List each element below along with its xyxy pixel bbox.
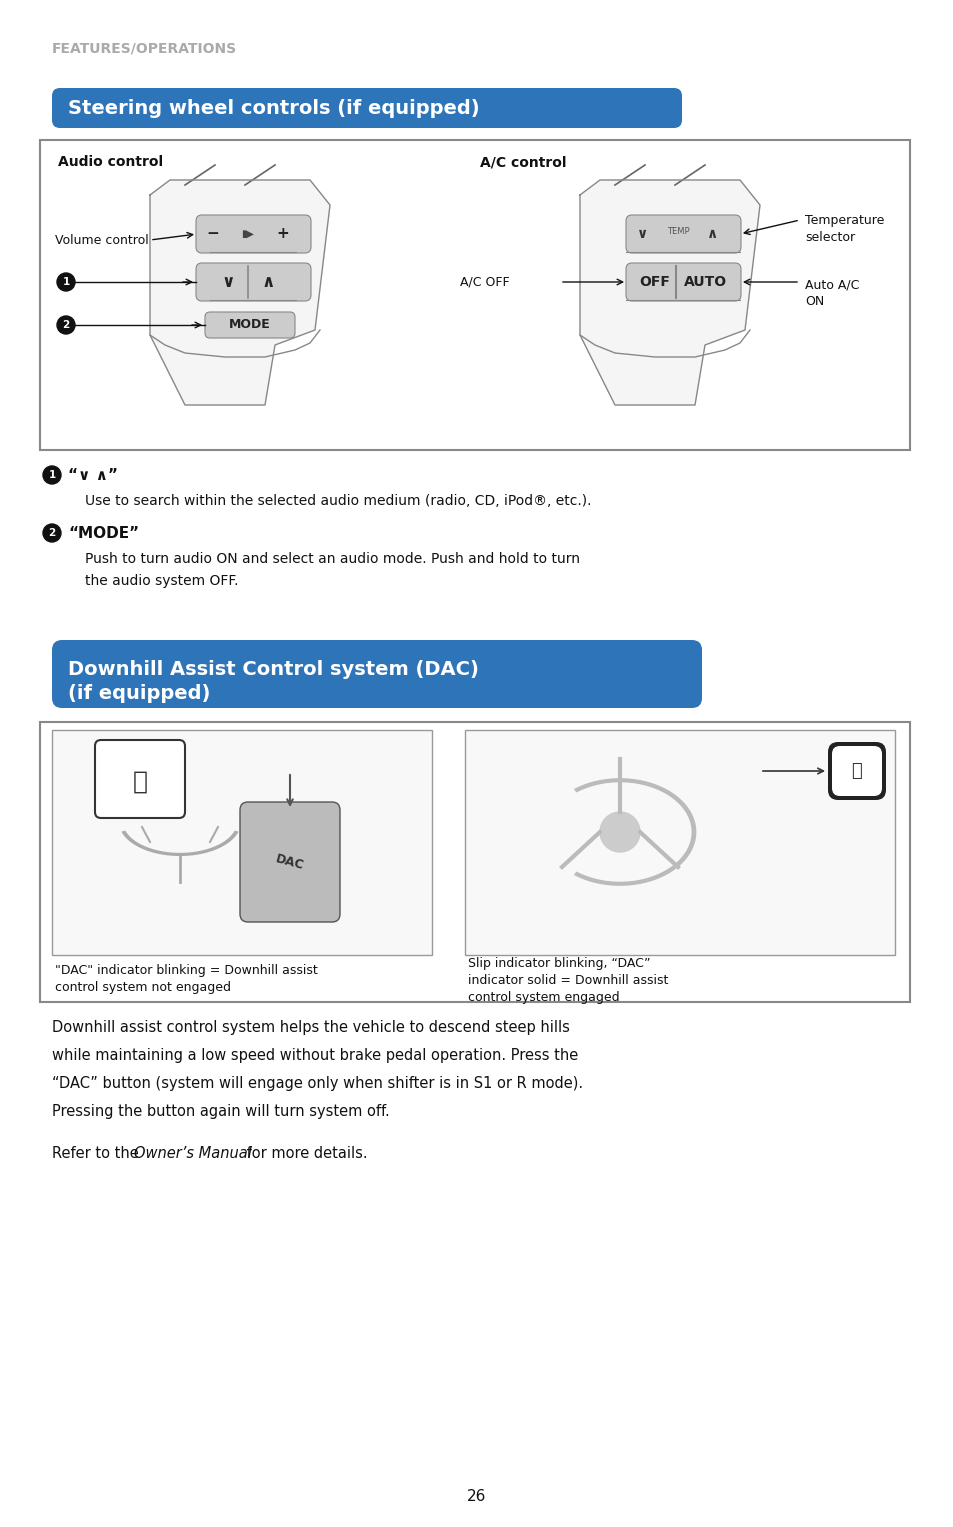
- FancyBboxPatch shape: [195, 263, 311, 301]
- Bar: [464, 730, 894, 954]
- FancyBboxPatch shape: [827, 742, 885, 800]
- FancyBboxPatch shape: [52, 640, 701, 709]
- Text: Refer to the: Refer to the: [52, 1145, 143, 1161]
- Text: 🚗: 🚗: [851, 762, 862, 780]
- Text: MODE: MODE: [229, 319, 271, 331]
- Text: ∧: ∧: [261, 273, 274, 292]
- Text: Owner’s Manual: Owner’s Manual: [133, 1145, 252, 1161]
- FancyBboxPatch shape: [625, 263, 740, 301]
- Text: "DAC" indicator blinking = Downhill assist
control system not engaged: "DAC" indicator blinking = Downhill assi…: [55, 964, 317, 994]
- Text: ∨: ∨: [637, 228, 648, 241]
- Circle shape: [57, 273, 75, 292]
- FancyBboxPatch shape: [625, 215, 740, 253]
- Text: −: −: [207, 226, 219, 241]
- Text: while maintaining a low speed without brake pedal operation. Press the: while maintaining a low speed without br…: [52, 1048, 578, 1063]
- Text: TEMP: TEMP: [666, 226, 689, 235]
- Text: Volume control: Volume control: [55, 234, 149, 246]
- Bar: [52, 730, 432, 954]
- FancyBboxPatch shape: [831, 747, 882, 796]
- Bar: [40, 722, 909, 1002]
- Polygon shape: [150, 180, 330, 405]
- Text: “∨ ∧”: “∨ ∧”: [68, 467, 118, 483]
- Text: 2: 2: [49, 528, 55, 538]
- Text: FEATURES/OPERATIONS: FEATURES/OPERATIONS: [52, 43, 237, 56]
- Text: “DAC” button (system will engage only when shifter is in S1 or R mode).: “DAC” button (system will engage only wh…: [52, 1077, 582, 1090]
- Text: Downhill assist control system helps the vehicle to descend steep hills: Downhill assist control system helps the…: [52, 1020, 569, 1035]
- Text: A/C control: A/C control: [479, 156, 566, 169]
- Text: 1: 1: [49, 470, 55, 479]
- Text: ∨: ∨: [221, 273, 234, 292]
- Text: OFF: OFF: [639, 275, 670, 289]
- Text: ∧: ∧: [706, 228, 718, 241]
- Text: “MODE”: “MODE”: [68, 525, 139, 541]
- Text: Audio control: Audio control: [58, 156, 163, 169]
- Text: DAC: DAC: [274, 852, 305, 872]
- Text: Downhill Assist Control system (DAC): Downhill Assist Control system (DAC): [68, 660, 478, 680]
- FancyBboxPatch shape: [52, 89, 681, 128]
- FancyBboxPatch shape: [240, 802, 339, 922]
- Polygon shape: [579, 180, 760, 405]
- Text: 🚗: 🚗: [132, 770, 148, 794]
- Text: Push to turn audio ON and select an audio mode. Push and hold to turn: Push to turn audio ON and select an audi…: [85, 551, 579, 567]
- Text: for more details.: for more details.: [242, 1145, 367, 1161]
- Circle shape: [599, 812, 639, 852]
- Text: A/C OFF: A/C OFF: [459, 275, 509, 289]
- FancyBboxPatch shape: [195, 215, 311, 253]
- Text: Steering wheel controls (if equipped): Steering wheel controls (if equipped): [68, 99, 479, 118]
- Bar: [40, 140, 909, 450]
- Text: 26: 26: [467, 1489, 486, 1504]
- Text: Pressing the button again will turn system off.: Pressing the button again will turn syst…: [52, 1104, 390, 1119]
- Text: 1: 1: [62, 276, 70, 287]
- Text: Slip indicator blinking, “DAC”
indicator solid = Downhill assist
control system : Slip indicator blinking, “DAC” indicator…: [468, 957, 668, 1003]
- FancyBboxPatch shape: [205, 312, 294, 337]
- Text: Use to search within the selected audio medium (radio, CD, iPod®, etc.).: Use to search within the selected audio …: [85, 495, 591, 508]
- Text: ▮▶: ▮▶: [241, 229, 254, 240]
- Text: Auto A/C
ON: Auto A/C ON: [804, 278, 859, 308]
- FancyBboxPatch shape: [95, 741, 185, 818]
- Circle shape: [43, 466, 61, 484]
- Text: the audio system OFF.: the audio system OFF.: [85, 574, 238, 588]
- Text: 2: 2: [62, 321, 70, 330]
- Text: Temperature
selector: Temperature selector: [804, 214, 883, 244]
- Circle shape: [57, 316, 75, 334]
- Text: +: +: [276, 226, 289, 241]
- Text: (if equipped): (if equipped): [68, 684, 211, 702]
- Circle shape: [43, 524, 61, 542]
- Text: AUTO: AUTO: [683, 275, 727, 289]
